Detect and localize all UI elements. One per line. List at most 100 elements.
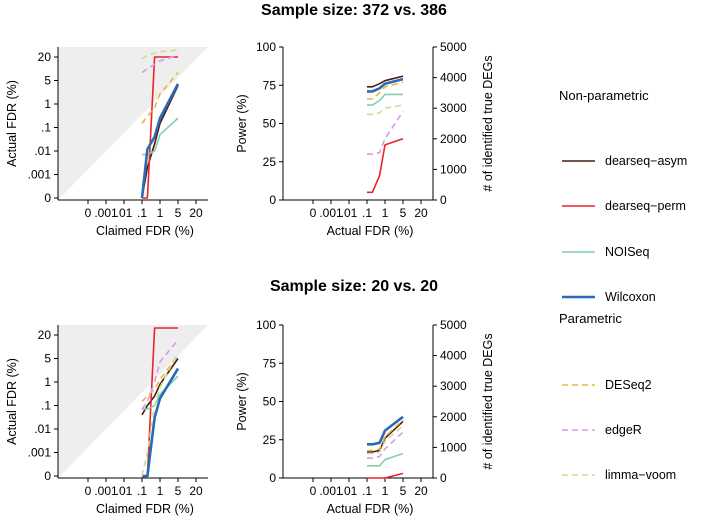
y-tick-label: 20 (38, 328, 52, 342)
series-line-0 (141, 85, 179, 199)
x-tick-label: .1 (362, 206, 372, 220)
x-tick-label: .01 (341, 206, 358, 220)
x-tick-label: .001 (94, 206, 118, 220)
y-tick-label: 0 (44, 469, 51, 483)
series-line-4 (367, 81, 404, 100)
series-line-2 (367, 452, 404, 467)
y-tick-label: 1 (44, 375, 51, 389)
y2-tick-label: 5000 (440, 318, 467, 332)
x-tick-label: .001 (94, 484, 118, 498)
y2-tick-label: 1000 (440, 440, 467, 454)
series-line-4 (141, 71, 179, 124)
series-line-1 (367, 138, 404, 194)
y2-tick-label: 3000 (440, 101, 467, 115)
y-tick-label: 0 (269, 471, 276, 485)
shaded-region-fill (58, 47, 208, 200)
y-tick-label: 100 (256, 40, 276, 54)
y2-tick-label: 5000 (440, 40, 467, 54)
legend-group-title: Non-parametric (559, 88, 649, 103)
legend-label: edgeR (605, 423, 642, 437)
y-tick-label: 5 (44, 352, 51, 366)
y-axis-label: Actual FDR (%) (5, 80, 19, 167)
x-axis-label: Claimed FDR (%) (96, 502, 194, 516)
y-tick-label: 25 (263, 155, 277, 169)
x-tick-label: 5 (175, 484, 182, 498)
y-axis-label: Actual FDR (%) (5, 358, 19, 445)
series-line-4 (367, 419, 404, 452)
y-tick-label: 100 (256, 318, 276, 332)
y2-axis-label: # of identified true DEGs (481, 55, 495, 191)
y2-axis-label: # of identified true DEGs (481, 333, 495, 469)
y-tick-label: .01 (34, 144, 51, 158)
series-line-6 (367, 104, 404, 116)
x-tick-label: .01 (116, 206, 133, 220)
y-axis-label: Power (%) (235, 372, 249, 430)
series-line-3 (367, 77, 404, 93)
series-line-3 (367, 415, 404, 446)
y2-tick-label: 4000 (440, 71, 467, 85)
series-line-5 (367, 431, 404, 459)
x-tick-label: 5 (400, 484, 407, 498)
x-tick-label: 5 (400, 206, 407, 220)
y-tick-label: 5 (44, 74, 51, 88)
x-tick-label: .1 (137, 484, 147, 498)
legend-label: dearseq−perm (605, 199, 686, 213)
y-tick-label: 0 (44, 191, 51, 205)
legend-label: limma−voom (605, 468, 676, 482)
y-tick-label: .001 (28, 168, 52, 182)
series-line-1 (367, 472, 404, 479)
x-tick-label: 0 (310, 206, 317, 220)
x-tick-label: 0 (85, 484, 92, 498)
fdr-panel-1: Sample size: 20 vs. 200.001.01.115200.00… (5, 278, 438, 516)
y2-tick-label: 3000 (440, 379, 467, 393)
series-line-3 (140, 83, 180, 199)
x-tick-label: 1 (157, 206, 164, 220)
series-line-6 (141, 352, 179, 477)
y2-tick-label: 2000 (440, 132, 467, 146)
x-tick-label: 20 (414, 484, 428, 498)
series-line-0 (367, 75, 404, 88)
y-tick-label: 75 (263, 356, 277, 370)
y-axis-label: Power (%) (235, 94, 249, 152)
y-tick-label: .1 (41, 121, 51, 135)
series-line-6 (141, 49, 179, 60)
series-line-6 (367, 425, 404, 455)
legend: Non-parametric dearseq−asym dearseq−perm NO… (559, 88, 687, 482)
series-line-1 (142, 56, 178, 199)
y-tick-label: 0 (269, 193, 276, 207)
series-line-5 (367, 110, 404, 155)
y-tick-label: 20 (38, 50, 52, 64)
y2-tick-label: 2000 (440, 410, 467, 424)
y-tick-label: 75 (263, 78, 277, 92)
power-panel-0: 02550751000100020003000400050000.001.01.… (235, 40, 495, 238)
x-tick-label: 1 (157, 484, 164, 498)
panel-title: Sample size: 372 vs. 386 (261, 2, 447, 19)
series-line-2 (367, 93, 403, 106)
panel-title: Sample size: 20 vs. 20 (270, 278, 438, 295)
legend-label: DESeq2 (605, 378, 652, 392)
x-tick-label: .1 (137, 206, 147, 220)
shaded-region-fill (58, 325, 208, 478)
y-tick-label: .01 (34, 422, 51, 436)
y2-tick-label: 4000 (440, 349, 467, 363)
y2-tick-label: 0 (440, 471, 447, 485)
series-line-5 (141, 339, 179, 410)
legend-label: dearseq−asym (605, 154, 687, 168)
x-tick-label: .01 (116, 484, 133, 498)
legend-label: NOISeq (605, 245, 650, 259)
y-tick-label: 50 (263, 117, 277, 131)
x-axis-label: Claimed FDR (%) (96, 224, 194, 238)
x-tick-label: .001 (319, 484, 343, 498)
y-tick-label: 50 (263, 395, 277, 409)
fdr-panel-0: Sample size: 372 vs. 3860.001.01.115200.… (5, 2, 447, 238)
power-panel-1: 02550751000100020003000400050000.001.01.… (235, 318, 495, 516)
y-tick-label: .1 (41, 399, 51, 413)
x-tick-label: .1 (362, 484, 372, 498)
x-tick-label: 20 (414, 206, 428, 220)
x-tick-label: 1 (382, 484, 389, 498)
series-line-4 (141, 354, 179, 402)
x-axis-label: Actual FDR (%) (327, 502, 414, 516)
x-tick-label: 0 (85, 206, 92, 220)
y-tick-label: 25 (263, 433, 277, 447)
